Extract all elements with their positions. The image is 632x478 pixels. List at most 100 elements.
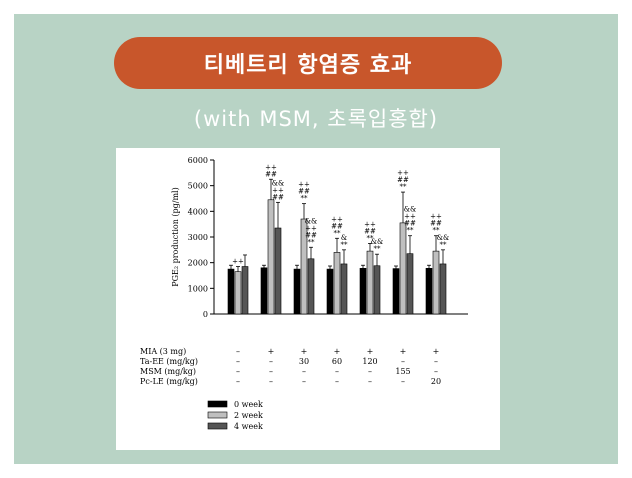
bar-0week-G2 <box>260 267 268 315</box>
bar-2week-G1 <box>234 271 242 315</box>
table-cell: – <box>236 367 240 376</box>
significance-mark: ## <box>430 220 442 228</box>
significance-mark: ++ <box>272 186 284 194</box>
table-cell: – <box>335 377 339 386</box>
bar-4week-G1 <box>241 266 249 315</box>
bar-4week-G3 <box>307 258 315 315</box>
table-cell: – <box>236 357 240 366</box>
page-title: 티베트리 항염증 효과 <box>203 53 413 78</box>
significance-mark: ++ <box>397 169 409 177</box>
significance-mark: ## <box>298 188 310 196</box>
y-axis-label: PGE₂ production (pg/ml) <box>171 187 180 287</box>
significance-mark: ++ <box>430 213 442 221</box>
table-cell: 20 <box>431 377 441 386</box>
table-cell: – <box>269 367 273 376</box>
significance-mark: ** <box>374 245 382 253</box>
bar-0week-G5 <box>359 268 367 315</box>
significance-mark: ## <box>331 222 343 230</box>
significance-mark: ** <box>308 238 316 246</box>
table-cell: – <box>269 357 273 366</box>
pge2-bar-chart: 0 1000 2000 3000 4000 5000 6000 PGE₂ production… <box>140 156 468 431</box>
y-tick-label: 0 <box>203 310 208 319</box>
significance-mark: ++ <box>298 181 310 189</box>
bar-4week-G2 <box>274 227 282 315</box>
significance-mark: & <box>341 234 347 242</box>
bar-0week-G7 <box>425 268 433 315</box>
table-cell: – <box>401 357 405 366</box>
page-subtitle: (with MSM, 초록입홍합) <box>193 107 439 131</box>
significance-mark: ++ <box>364 220 376 228</box>
legend-label: 2 week <box>234 411 263 420</box>
bar-2week-G2 <box>267 199 275 315</box>
title-banner: 티베트리 항염증 효과 <box>114 37 502 89</box>
significance-mark: ## <box>364 227 376 235</box>
bar-4week-G4 <box>340 263 348 315</box>
table-cell: – <box>401 377 405 386</box>
table-cell: + <box>268 347 275 356</box>
significance-mark: ## <box>305 231 317 239</box>
significance-mark: ## <box>397 176 409 184</box>
table-cell: + <box>301 347 308 356</box>
table-row-label: MIA (3 mg) <box>140 347 186 356</box>
significance-mark: ** <box>341 241 349 249</box>
table-cell: – <box>302 367 306 376</box>
significance-mark: ++ <box>331 215 343 223</box>
significance-mark: && <box>404 206 416 214</box>
legend-swatch <box>207 400 228 408</box>
bar-4week-G7 <box>439 263 447 315</box>
legend-swatch <box>207 422 228 430</box>
bar-0week-G3 <box>293 268 301 315</box>
significance-mark: ++ <box>404 213 416 221</box>
table-cell: 60 <box>332 357 342 366</box>
legend-label: 4 week <box>234 422 263 431</box>
significance-mark: ++ <box>305 224 317 232</box>
table-cell: – <box>434 357 438 366</box>
significance-mark: ** <box>367 234 375 242</box>
table-row-label: Ta-EE (mg/kg) <box>140 357 198 366</box>
y-tick-label: 1000 <box>188 284 208 293</box>
table-cell: + <box>367 347 374 356</box>
table-cell: – <box>236 347 240 356</box>
significance-mark: ** <box>407 227 415 235</box>
bar-0week-G1 <box>227 268 235 315</box>
bar-2week-G6 <box>399 222 407 315</box>
table-cell: 155 <box>395 367 410 376</box>
significance-mark: ** <box>440 241 448 249</box>
y-tick-label: 6000 <box>188 156 208 165</box>
significance-mark: ** <box>301 195 309 203</box>
bar-2week-G4 <box>333 252 341 315</box>
y-tick-label: 4000 <box>188 207 208 216</box>
table-cell: 30 <box>299 357 309 366</box>
significance-mark: ++ <box>232 258 244 266</box>
table-cell: – <box>335 367 339 376</box>
significance-mark: ## <box>272 193 284 201</box>
legend-label: 0 week <box>234 400 263 409</box>
table-cell: – <box>269 377 273 386</box>
chart-panel: 0 1000 2000 3000 4000 5000 6000 PGE₂ production… <box>116 148 500 450</box>
table-row-label: Pc-LE (mg/kg) <box>140 377 198 386</box>
significance-mark: ++ <box>265 163 277 171</box>
table-cell: + <box>433 347 440 356</box>
bar-2week-G7 <box>432 250 440 315</box>
significance-mark: && <box>437 234 449 242</box>
significance-mark: ## <box>404 220 416 228</box>
y-tick-label: 5000 <box>188 182 208 191</box>
significance-mark: && <box>305 217 317 225</box>
significance-mark: ## <box>265 170 277 178</box>
y-tick-label: 2000 <box>188 259 208 268</box>
table-cell: + <box>400 347 407 356</box>
significance-mark: ** <box>334 229 342 237</box>
significance-mark: && <box>272 179 284 187</box>
table-cell: – <box>368 377 372 386</box>
y-tick-label: 3000 <box>188 233 208 242</box>
bar-4week-G6 <box>406 253 414 315</box>
table-row-label: MSM (mg/kg) <box>140 367 196 376</box>
legend-swatch <box>207 411 228 419</box>
table-cell: – <box>236 377 240 386</box>
table-cell: 120 <box>362 357 377 366</box>
bar-0week-G6 <box>392 268 400 315</box>
table-cell: – <box>302 377 306 386</box>
significance-mark: ** <box>433 227 441 235</box>
bar-4week-G5 <box>373 265 381 315</box>
bar-2week-G5 <box>366 250 374 315</box>
